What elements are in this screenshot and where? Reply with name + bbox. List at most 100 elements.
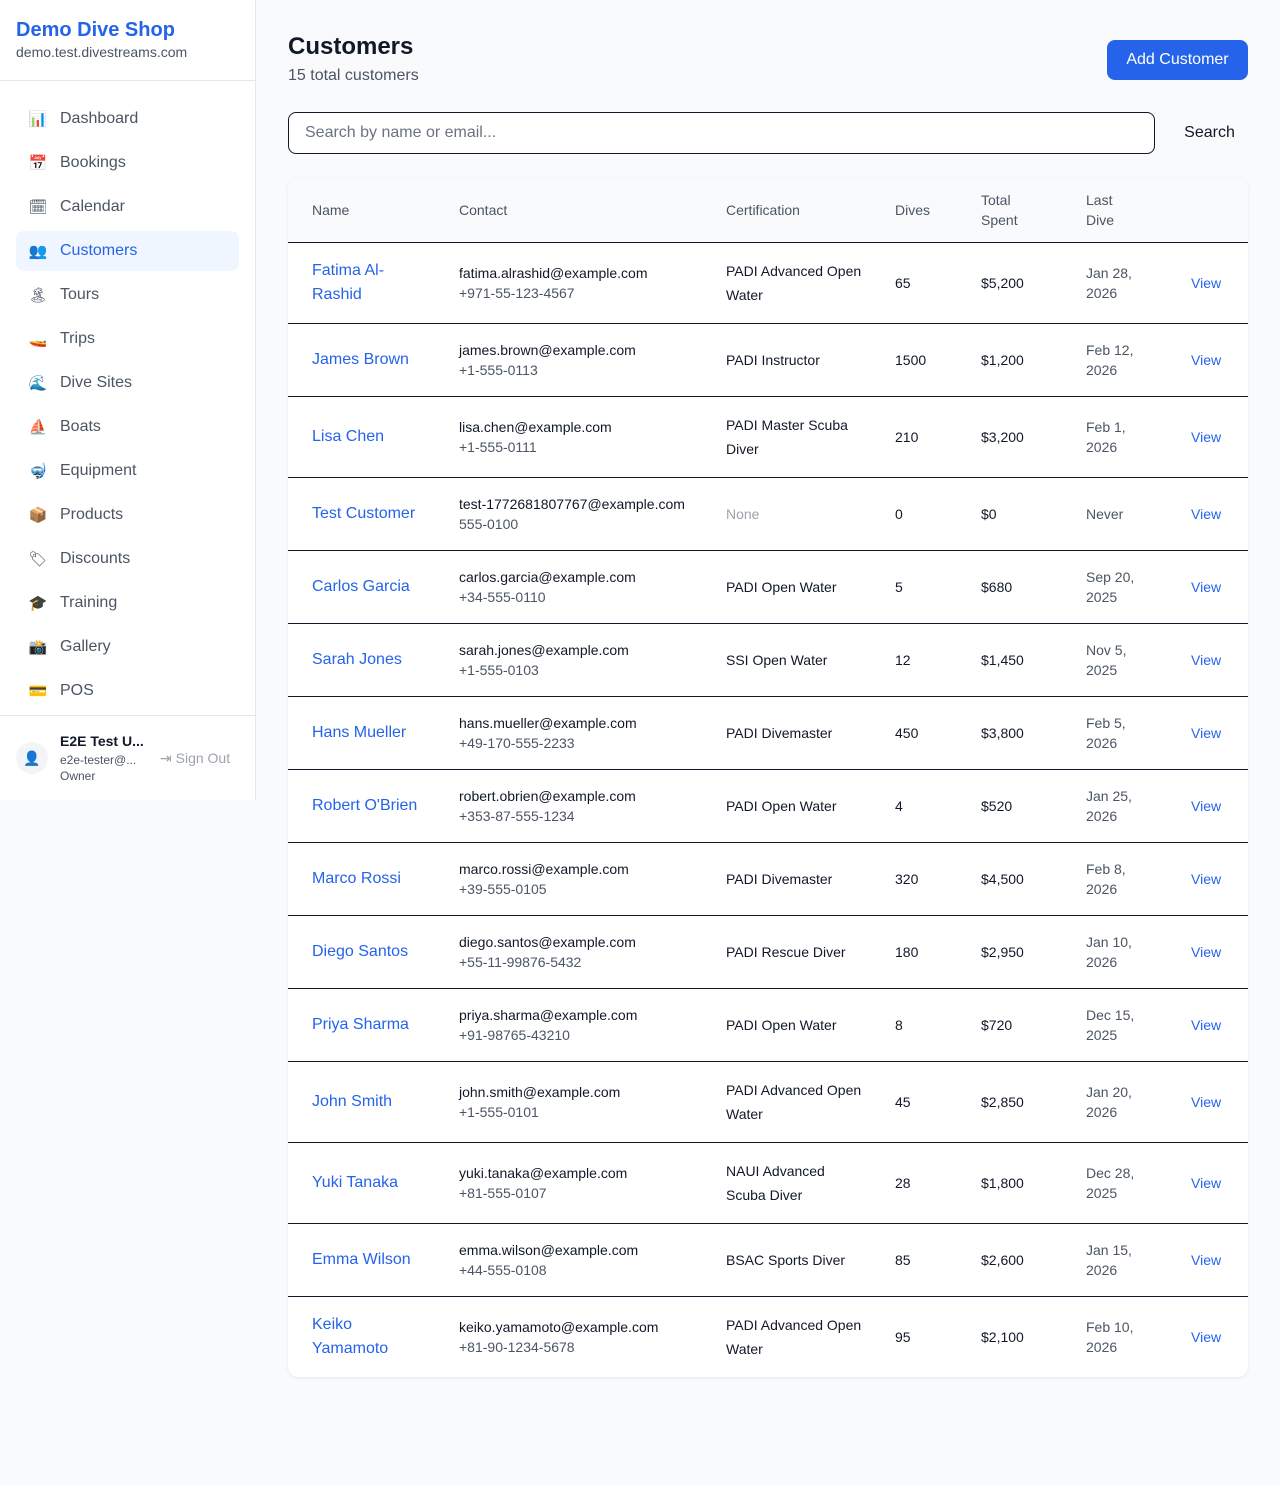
sidebar-item-trips[interactable]: 🚤 Trips (16, 319, 239, 359)
customer-name-link[interactable]: Carlos Garcia (288, 550, 459, 624)
add-customer-button[interactable]: Add Customer (1107, 40, 1248, 80)
sidebar-item-equipment[interactable]: 🤿 Equipment (16, 451, 239, 491)
sign-out-button[interactable]: ⇥ Sign Out (160, 750, 230, 767)
customer-dives: 4 (895, 769, 981, 843)
customer-phone: +91-98765-43210 (459, 1026, 570, 1043)
customer-email: john.smith@example.com (459, 1083, 621, 1100)
customer-certification: SSI Open Water (726, 623, 895, 697)
camera-icon: 📸 (28, 639, 48, 656)
customer-phone: +353-87-555-1234 (459, 807, 575, 824)
customer-last-dive: Dec 15, 2025 (1086, 988, 1191, 1062)
sidebar-item-customers[interactable]: 👥 Customers (16, 231, 239, 271)
customer-name-link[interactable]: Diego Santos (288, 915, 459, 989)
table-row: Marco Rossi marco.rossi@example.com +39-5… (288, 842, 1248, 916)
customer-certification: PADI Open Water (726, 769, 895, 843)
calendar-icon: 🗓 (28, 199, 48, 216)
customer-dives: 180 (895, 915, 981, 989)
wave-icon: 🌊 (28, 375, 48, 392)
customer-phone: +81-555-0107 (459, 1184, 547, 1201)
customer-name-link[interactable]: Priya Sharma (288, 988, 459, 1062)
view-customer-link[interactable]: View (1191, 651, 1222, 668)
customer-last-dive: Jan 15, 2026 (1086, 1223, 1191, 1297)
calendar-17-icon: 📅 (28, 155, 48, 172)
customer-phone: +55-11-99876-5432 (459, 953, 582, 970)
header-dives: Dives (895, 178, 981, 243)
sidebar-item-label: Products (60, 506, 124, 523)
customer-phone: +1-555-0113 (459, 361, 538, 378)
customer-email: marco.rossi@example.com (459, 860, 629, 877)
customer-name-link[interactable]: Fatima Al-Rashid (288, 242, 459, 324)
view-customer-link[interactable]: View (1191, 1016, 1222, 1033)
view-customer-link[interactable]: View (1191, 943, 1222, 960)
customer-phone: +39-555-0105 (459, 880, 547, 897)
sidebar-item-pos[interactable]: 💳 POS (16, 671, 239, 711)
customer-email: robert.obrien@example.com (459, 787, 636, 804)
customer-name-link[interactable]: Yuki Tanaka (288, 1142, 459, 1224)
sidebar-item-label: Dashboard (60, 110, 139, 127)
customer-phone: +81-90-1234-5678 (459, 1338, 575, 1355)
shop-name[interactable]: Demo Dive Shop (16, 19, 175, 41)
customer-certification: PADI Rescue Diver (726, 915, 895, 989)
sidebar-item-calendar[interactable]: 🗓 Calendar (16, 187, 239, 227)
customer-dives: 85 (895, 1223, 981, 1297)
table-row: Emma Wilson emma.wilson@example.com +44-5… (288, 1223, 1248, 1297)
sidebar-item-products[interactable]: 📦 Products (16, 495, 239, 535)
customer-name-link[interactable]: Lisa Chen (288, 396, 459, 478)
sidebar-item-dashboard[interactable]: 📊 Dashboard (16, 99, 239, 139)
view-customer-link[interactable]: View (1191, 870, 1222, 887)
view-customer-link[interactable]: View (1191, 505, 1222, 522)
customer-name-link[interactable]: James Brown (288, 323, 459, 397)
sidebar-item-gallery[interactable]: 📸 Gallery (16, 627, 239, 667)
customer-certification: PADI Advanced Open Water (726, 1061, 895, 1143)
sidebar-item-training[interactable]: 🎓 Training (16, 583, 239, 623)
customer-email: priya.sharma@example.com (459, 1006, 638, 1023)
customer-phone: +971-55-123-4567 (459, 284, 575, 301)
customer-certification: PADI Divemaster (726, 696, 895, 770)
view-customer-link[interactable]: View (1191, 1251, 1222, 1268)
customer-dives: 5 (895, 550, 981, 624)
package-icon: 📦 (28, 507, 48, 524)
sidebar-item-bookings[interactable]: 📅 Bookings (16, 143, 239, 183)
sidebar-item-tours[interactable]: 🏝 Tours (16, 275, 239, 315)
view-customer-link[interactable]: View (1191, 1174, 1222, 1191)
customer-name-link[interactable]: Emma Wilson (288, 1223, 459, 1297)
page-title: Customers (288, 33, 414, 60)
customer-dives: 210 (895, 396, 981, 478)
view-customer-link[interactable]: View (1191, 1328, 1222, 1345)
view-customer-link[interactable]: View (1191, 578, 1222, 595)
view-customer-link[interactable]: View (1191, 351, 1222, 368)
customer-name-link[interactable]: Hans Mueller (288, 696, 459, 770)
sidebar-item-boats[interactable]: ⛵ Boats (16, 407, 239, 447)
customer-total-spent: $2,100 (981, 1328, 1024, 1345)
sidebar-item-label: POS (60, 682, 94, 699)
customer-last-dive: Sep 20, 2025 (1086, 550, 1191, 624)
search-input[interactable] (288, 112, 1155, 154)
customer-certification: NAUI Advanced Scuba Diver (726, 1142, 895, 1224)
customer-last-dive: Feb 5, 2026 (1086, 696, 1191, 770)
sidebar-item-label: Discounts (60, 550, 131, 567)
customer-name-link[interactable]: Robert O'Brien (288, 769, 459, 843)
customer-count: 15 total customers (288, 67, 419, 84)
customer-dives: 28 (895, 1142, 981, 1224)
sidebar-item-discounts[interactable]: 🏷 Discounts (16, 539, 239, 579)
view-customer-link[interactable]: View (1191, 428, 1222, 445)
view-customer-link[interactable]: View (1191, 1093, 1222, 1110)
sidebar-item-dive-sites[interactable]: 🌊 Dive Sites (16, 363, 239, 403)
view-customer-link[interactable]: View (1191, 797, 1222, 814)
customer-name-link[interactable]: Marco Rossi (288, 842, 459, 916)
customer-name-link[interactable]: Keiko Yamamoto (312, 1315, 389, 1357)
view-customer-link[interactable]: View (1191, 274, 1222, 291)
customer-name-link[interactable]: John Smith (288, 1061, 459, 1143)
view-customer-link[interactable]: View (1191, 724, 1222, 741)
table-row: Yuki Tanaka yuki.tanaka@example.com +81-5… (288, 1142, 1248, 1224)
search-button[interactable]: Search (1171, 112, 1248, 154)
customer-total-spent: $2,600 (981, 1223, 1086, 1297)
customer-total-spent: $5,200 (981, 242, 1086, 324)
customer-total-spent: $1,450 (981, 623, 1086, 697)
header-contact: Contact (459, 178, 726, 243)
table-row: Test Customer test-1772681807767@example… (288, 477, 1248, 551)
customer-name-link[interactable]: Sarah Jones (288, 623, 459, 697)
customer-phone: +49-170-555-2233 (459, 734, 575, 751)
customer-name-link[interactable]: Test Customer (288, 477, 459, 551)
header-actions (1191, 178, 1248, 243)
